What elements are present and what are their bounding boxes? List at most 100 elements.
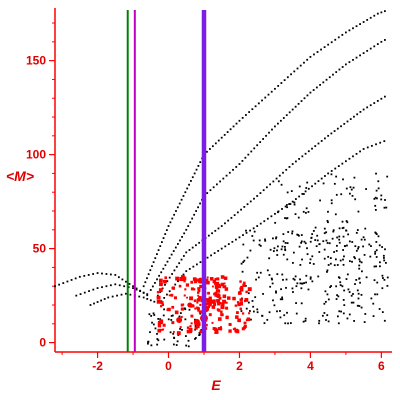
data-point	[217, 139, 220, 142]
data-point	[327, 210, 329, 213]
data-point	[146, 294, 149, 297]
data-point	[334, 258, 337, 261]
data-point	[271, 128, 273, 131]
data-point	[299, 278, 301, 281]
data-point	[171, 305, 175, 309]
data-point	[199, 202, 201, 205]
data-point	[357, 292, 360, 295]
data-point	[182, 195, 185, 197]
data-point	[343, 122, 346, 125]
data-point	[83, 274, 86, 277]
data-point	[236, 301, 239, 304]
data-point	[152, 261, 155, 264]
data-point	[206, 192, 209, 194]
data-point	[289, 322, 292, 324]
data-point	[377, 180, 380, 183]
data-point	[338, 68, 341, 71]
data-point	[355, 279, 358, 281]
data-point	[174, 246, 177, 249]
data-point	[285, 168, 288, 171]
data-point	[247, 153, 250, 156]
data-point	[256, 225, 259, 227]
data-point	[171, 286, 176, 290]
data-point	[284, 249, 287, 252]
data-point	[352, 186, 355, 189]
data-point	[358, 305, 361, 307]
data-point	[257, 102, 260, 105]
data-point	[176, 206, 179, 209]
data-point	[322, 240, 325, 243]
data-point	[245, 290, 248, 294]
data-point	[215, 286, 219, 290]
data-point	[247, 287, 252, 292]
data-point	[178, 202, 181, 205]
data-point	[229, 128, 232, 131]
data-point	[335, 71, 338, 73]
data-point	[341, 162, 344, 165]
data-point	[312, 263, 315, 265]
data-point	[242, 243, 245, 246]
data-point	[330, 202, 333, 205]
data-point	[360, 261, 363, 264]
data-point	[293, 203, 296, 206]
data-point	[211, 145, 214, 148]
data-point	[348, 240, 351, 243]
data-point	[375, 241, 378, 243]
data-point	[265, 186, 268, 189]
data-point	[238, 119, 241, 122]
data-point	[336, 244, 338, 247]
data-point	[356, 289, 359, 292]
data-point	[250, 150, 253, 153]
data-point	[150, 344, 153, 347]
data-point	[178, 315, 181, 318]
data-point	[194, 324, 197, 327]
data-point	[275, 291, 277, 294]
data-point	[170, 293, 174, 297]
data-point	[285, 278, 288, 281]
data-point	[366, 49, 369, 52]
data-point	[252, 310, 255, 313]
data-point	[249, 200, 252, 203]
data-point	[340, 310, 343, 313]
data-point	[251, 235, 254, 237]
data-point	[187, 339, 190, 342]
data-point	[330, 199, 333, 202]
data-point	[168, 290, 171, 293]
y-tick-label: 50	[33, 242, 47, 256]
data-point	[353, 115, 355, 118]
data-point	[382, 254, 385, 257]
data-point	[295, 302, 297, 304]
data-point	[159, 318, 162, 321]
data-point	[185, 251, 188, 254]
data-point	[235, 166, 238, 168]
data-point	[324, 290, 327, 293]
data-point	[336, 236, 339, 239]
data-point	[241, 159, 244, 162]
data-point	[96, 272, 99, 274]
data-point	[237, 291, 242, 295]
data-point	[212, 186, 215, 189]
data-point	[293, 278, 296, 281]
data-point	[316, 51, 319, 53]
data-point	[282, 253, 285, 256]
data-point	[343, 255, 345, 258]
data-point	[341, 33, 344, 36]
data-point	[366, 146, 369, 149]
data-point	[311, 233, 314, 236]
data-point	[362, 108, 365, 111]
data-point	[291, 287, 294, 290]
data-point	[344, 31, 347, 34]
data-point	[291, 232, 294, 235]
data-point	[364, 227, 367, 230]
data-point	[168, 294, 171, 297]
data-point	[157, 324, 162, 328]
data-point	[223, 133, 226, 136]
data-point	[326, 270, 328, 273]
data-point	[325, 319, 327, 321]
data-point	[284, 322, 287, 325]
data-point	[369, 16, 372, 19]
data-point	[128, 283, 131, 285]
data-point	[208, 303, 212, 307]
data-point	[270, 215, 273, 218]
data-point	[238, 163, 241, 165]
